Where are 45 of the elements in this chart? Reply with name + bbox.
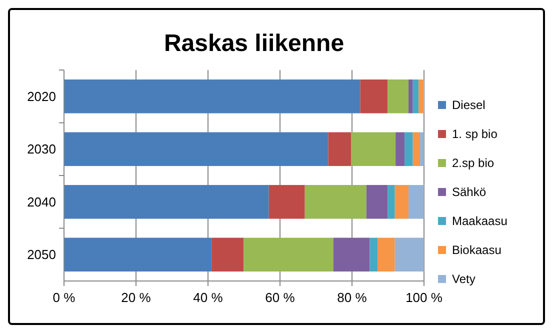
bar — [268, 184, 305, 219]
bar — [244, 238, 334, 272]
bar — [304, 184, 366, 219]
bar — [388, 79, 409, 114]
bar — [333, 238, 370, 272]
legend-label: 1. sp bio — [452, 127, 498, 142]
y-tick-label: 2040 — [27, 194, 56, 210]
legend-label: 2.sp bio — [452, 156, 494, 170]
bar — [64, 238, 212, 272]
bar — [328, 132, 352, 166]
bar — [412, 79, 419, 114]
bar — [64, 132, 328, 166]
legend-label: Biokaasu — [452, 243, 502, 258]
x-tick-label: 0 % — [52, 290, 76, 305]
x-tick-label: 60 % — [265, 290, 296, 305]
y-tick-label: 2030 — [27, 142, 56, 157]
bar — [378, 238, 395, 272]
y-tick-label: 2050 — [27, 247, 56, 262]
x-tick-label: 20 % — [121, 290, 152, 305]
legend-label: Diesel — [452, 98, 486, 112]
bar — [420, 132, 424, 166]
bar — [212, 238, 244, 272]
bar — [64, 79, 360, 114]
x-tick-label: 80 % — [337, 290, 368, 305]
bar — [366, 184, 388, 219]
bar — [64, 184, 269, 219]
bar — [360, 79, 388, 114]
bar — [370, 238, 378, 272]
bar — [394, 238, 424, 272]
bar — [351, 132, 396, 166]
legend-label: Vety — [452, 272, 476, 286]
x-tick-label: 100 % — [406, 290, 443, 305]
bar — [404, 132, 413, 166]
bar — [388, 184, 395, 219]
bar — [408, 79, 413, 114]
legend-label: Maakaasu — [452, 214, 508, 228]
y-tick-label: 2020 — [27, 88, 56, 104]
bar — [396, 132, 405, 166]
bar — [408, 184, 424, 219]
bar — [412, 132, 420, 166]
chart-title: Raskas liikenne — [164, 30, 344, 57]
bar — [418, 79, 424, 114]
x-tick-label: 40 % — [193, 290, 224, 305]
bar — [394, 184, 409, 219]
legend-label: Sähkö — [452, 185, 486, 200]
